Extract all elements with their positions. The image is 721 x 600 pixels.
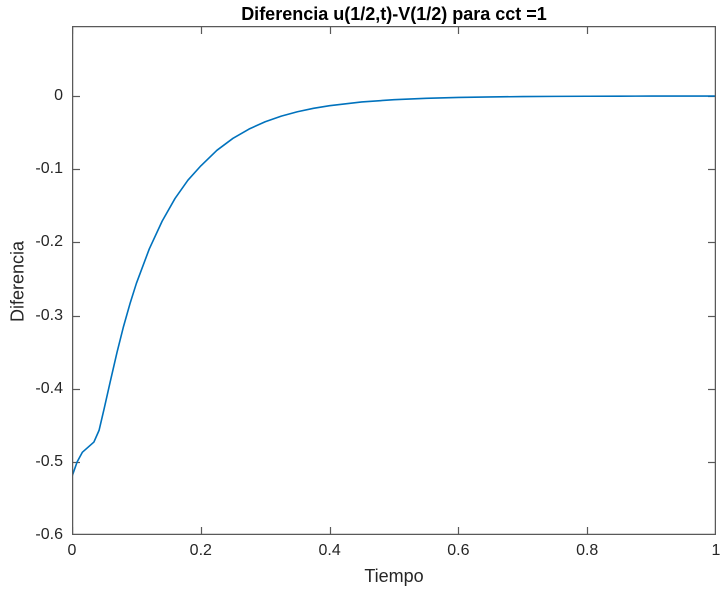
x-tick-label: 0.8 (576, 542, 599, 559)
y-tick-label: 0 (54, 87, 63, 105)
y-tick-label: -0.6 (35, 526, 63, 543)
x-tick-label: 0.6 (447, 542, 470, 559)
x-tick-label: 0 (67, 542, 77, 559)
chart-title: Diferencia u(1/2,t)-V(1/2) para cct =1 (241, 4, 547, 24)
x-tick-label: 0.4 (318, 542, 341, 559)
tick-marks (72, 27, 716, 535)
y-tick-label: -0.3 (35, 306, 63, 324)
y-tick-label: -0.5 (35, 452, 63, 470)
x-axis-label: Tiempo (364, 566, 424, 586)
y-tick-label: -0.4 (35, 379, 63, 397)
data-line-series (72, 95, 716, 478)
y-tick-label: -0.2 (35, 233, 63, 251)
plot-canvas (72, 26, 716, 535)
plot-area (72, 26, 716, 535)
x-tick-label: 1 (711, 542, 721, 559)
y-tick-label: -0.1 (35, 160, 63, 178)
x-tick-label: 0.2 (189, 542, 212, 559)
axes-box (72, 26, 716, 535)
